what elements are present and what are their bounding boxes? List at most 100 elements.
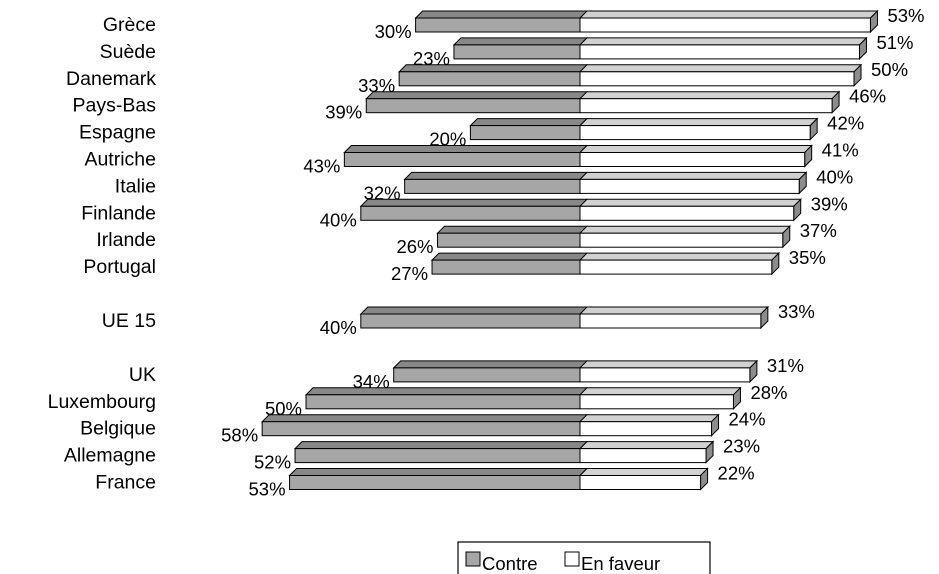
bar-en-faveur-uk [579, 367, 751, 383]
bar-contre-pays-bas [365, 98, 581, 114]
value-label-en-faveur-finlande: 39% [811, 193, 848, 214]
value-label-contre-danemark: 33% [358, 75, 395, 96]
category-label-suede: Suède [100, 41, 156, 63]
bar-top-en-faveur-france [578, 468, 709, 476]
bar-en-faveur-irlande [579, 232, 784, 248]
value-label-contre-italie: 32% [364, 182, 401, 203]
bar-top-contre-belgique [260, 414, 589, 423]
bar-top-en-faveur-finlande [578, 198, 802, 207]
bar-top-en-faveur-espagne [578, 118, 819, 127]
bar-en-faveur-france [579, 475, 702, 490]
bar-top-en-faveur-ue-15 [578, 306, 770, 315]
value-label-en-faveur-luxembourg: 28% [750, 382, 787, 403]
value-label-en-faveur-italie: 40% [816, 166, 853, 187]
bar-top-contre-luxembourg [304, 387, 589, 396]
bar-top-contre-suede [452, 37, 589, 46]
category-label-allemagne: Allemagne [64, 445, 156, 467]
value-label-en-faveur-grece: 53% [887, 5, 924, 26]
value-label-en-faveur-france: 22% [718, 463, 755, 484]
category-label-uk: UK [129, 364, 156, 386]
category-label-danemark: Danemark [66, 68, 156, 90]
category-label-grece: Grèce [103, 14, 156, 36]
bar-contre-portugal [431, 259, 581, 275]
bar-contre-ue-15 [360, 313, 581, 329]
bar-en-faveur-grece [579, 17, 871, 33]
bars-layer [260, 9, 879, 491]
bar-en-faveur-finlande [579, 205, 795, 221]
bar-contre-danemark [398, 71, 581, 87]
bar-top-contre-ue-15 [359, 306, 589, 315]
bar-contre-espagne [469, 125, 581, 141]
legend-label-en-faveur: En faveur [581, 553, 660, 574]
bar-contre-irlande [437, 232, 581, 248]
labels-layer: Grèce 30% 53% Suède 23% 51% Danemark 33% 50% Pays… [48, 5, 925, 500]
category-label-autriche: Autriche [84, 149, 156, 171]
bar-en-faveur-belgique [579, 421, 713, 437]
value-label-en-faveur-espagne: 42% [827, 113, 864, 134]
category-label-espagne: Espagne [79, 122, 156, 144]
category-label-italie: Italie [115, 175, 156, 197]
value-label-contre-belgique: 58% [221, 425, 258, 446]
legend-swatch-en-faveur [564, 551, 580, 567]
bar-top-contre-allemagne [293, 441, 589, 450]
legend-frame [457, 541, 711, 574]
bar-top-en-faveur-autriche [578, 145, 813, 153]
value-label-en-faveur-uk: 31% [767, 355, 804, 376]
bar-en-faveur-ue-15 [579, 313, 762, 329]
bar-en-faveur-espagne [579, 125, 811, 141]
value-label-contre-ue-15: 40% [320, 317, 357, 338]
value-label-contre-grece: 30% [375, 21, 412, 42]
value-label-en-faveur-belgique: 24% [729, 409, 766, 430]
bar-top-en-faveur-suede [578, 37, 868, 46]
bar-contre-france [289, 475, 581, 490]
value-label-contre-suede: 23% [413, 48, 450, 69]
bar-en-faveur-pays-bas [579, 98, 833, 114]
value-label-contre-uk: 34% [353, 371, 390, 392]
bar-contre-allemagne [294, 448, 581, 464]
bar-top-contre-espagne [469, 118, 589, 127]
bar-en-faveur-allemagne [579, 448, 707, 464]
value-label-contre-irlande: 26% [396, 236, 433, 257]
bar-top-en-faveur-luxembourg [578, 387, 742, 396]
value-label-en-faveur-pays-bas: 46% [849, 86, 886, 107]
bar-contre-uk [393, 367, 581, 383]
value-label-en-faveur-portugal: 35% [789, 247, 826, 268]
legend-label-contre: Contre [482, 553, 538, 574]
bar-contre-luxembourg [305, 394, 581, 410]
bar-top-en-faveur-italie [578, 171, 808, 180]
value-label-en-faveur-danemark: 50% [871, 59, 908, 80]
bar-top-en-faveur-portugal [578, 252, 781, 261]
bar-en-faveur-autriche [579, 152, 806, 167]
bar-en-faveur-italie [579, 178, 800, 194]
value-label-contre-luxembourg: 50% [265, 398, 302, 419]
category-label-belgique: Belgique [80, 418, 156, 440]
category-label-ue-15: UE 15 [102, 310, 156, 332]
bar-top-en-faveur-irlande [578, 225, 791, 234]
bar-top-contre-portugal [430, 252, 589, 261]
category-label-france: France [95, 472, 156, 494]
bar-contre-italie [404, 178, 581, 194]
value-label-contre-portugal: 27% [391, 263, 428, 284]
category-label-irlande: Irlande [96, 229, 156, 251]
value-label-en-faveur-ue-15: 33% [778, 301, 815, 322]
value-label-contre-allemagne: 52% [254, 452, 291, 473]
value-label-contre-espagne: 20% [429, 129, 466, 150]
category-label-portugal: Portugal [83, 256, 156, 278]
bar-top-en-faveur-pays-bas [578, 91, 841, 100]
value-label-en-faveur-autriche: 41% [822, 140, 859, 161]
bar-contre-suede [453, 44, 581, 60]
bar-en-faveur-portugal [579, 259, 773, 275]
bar-contre-autriche [343, 152, 581, 167]
bar-top-contre-grece [414, 10, 589, 19]
bar-top-contre-uk [392, 360, 589, 369]
bar-top-contre-pays-bas [365, 91, 589, 100]
bar-contre-belgique [261, 421, 581, 437]
legend-swatch-contre [465, 551, 481, 567]
bar-top-contre-france [288, 468, 589, 476]
bar-top-en-faveur-allemagne [578, 441, 715, 450]
value-label-contre-finlande: 40% [320, 209, 357, 230]
value-label-contre-france: 53% [249, 479, 286, 500]
bar-top-en-faveur-danemark [578, 64, 863, 73]
value-label-en-faveur-allemagne: 23% [723, 436, 760, 457]
